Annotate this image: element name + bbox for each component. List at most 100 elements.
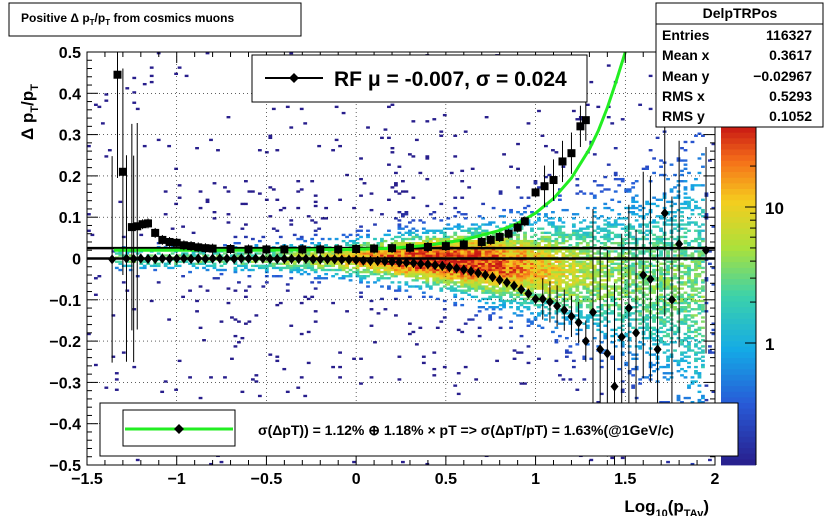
heatmap-cell (589, 80, 594, 84)
heatmap-cell (575, 264, 580, 268)
palette-band (721, 324, 756, 331)
heatmap-cell (306, 361, 311, 365)
heatmap-cell (558, 225, 562, 228)
heatmap-cell (460, 277, 465, 280)
heatmap-cell (460, 169, 465, 173)
heatmap-cell (495, 285, 499, 288)
heatmap-cell (683, 252, 688, 255)
mean-point (201, 253, 210, 264)
heatmap-cell (394, 297, 398, 301)
heatmap-cell (547, 254, 552, 257)
heatmap-cell (247, 268, 252, 272)
heatmap-cell (498, 192, 503, 195)
heatmap-cell (544, 289, 548, 292)
heatmap-cell (551, 268, 555, 272)
heatmap-cell (387, 277, 391, 280)
heatmap-cell (467, 285, 472, 288)
heatmap-cell (652, 353, 656, 356)
heatmap-cell (582, 287, 587, 290)
heatmap-cell (690, 287, 695, 290)
heatmap-cell (530, 254, 534, 257)
heatmap-cell (620, 328, 625, 332)
heatmap-cell (537, 277, 541, 280)
heatmap-cell (596, 289, 601, 292)
heatmap-cell (188, 376, 192, 379)
heatmap-cell (697, 262, 702, 265)
heatmap-cell (421, 291, 426, 294)
heatmap-cell (662, 351, 667, 354)
heatmap-cell (652, 202, 656, 206)
heatmap-cell (554, 279, 559, 282)
heatmap-cell (610, 287, 615, 290)
heatmap-cell (530, 241, 534, 245)
heatmap-cell (627, 291, 632, 294)
heatmap-cell (624, 217, 629, 220)
heatmap-cell (244, 262, 248, 265)
heatmap-cell (613, 262, 618, 265)
heatmap-cell (589, 275, 594, 278)
heatmap-cell (285, 289, 290, 292)
heatmap-cell (589, 303, 594, 307)
heatmap-cell (596, 293, 601, 296)
heatmap-cell (530, 262, 534, 265)
heatmap-cell (460, 262, 465, 265)
heatmap-cell (571, 109, 576, 113)
heatmap-cell (432, 275, 437, 278)
heatmap-cell (195, 266, 199, 270)
heatmap-cell (495, 295, 499, 299)
heatmap-cell (488, 297, 493, 301)
heatmap-cell (376, 264, 381, 268)
heatmap-cell (634, 262, 639, 265)
heatmap-cell (387, 252, 391, 255)
heatmap-cell (561, 241, 566, 245)
heatmap-cell (394, 190, 398, 193)
heatmap-cell (498, 264, 503, 268)
heatmap-cell (634, 367, 639, 371)
heatmap-cell (687, 318, 691, 321)
heatmap-cell (240, 262, 245, 265)
heatmap-cell (687, 293, 691, 296)
heatmap-cell (620, 275, 625, 278)
heatmap-cell (401, 254, 405, 257)
heatmap-cell (578, 227, 583, 230)
mean-point (237, 253, 246, 264)
heatmap-cell (87, 144, 91, 148)
heatmap-cell (617, 217, 622, 220)
heatmap-cell (585, 318, 590, 321)
heatmap-cell (453, 134, 458, 137)
heatmap-cell (687, 277, 691, 280)
heatmap-cell (484, 260, 489, 263)
heatmap-cell (613, 223, 618, 226)
heatmap-cell (341, 252, 346, 255)
heatmap-cell (578, 291, 583, 294)
heatmap-cell (589, 192, 594, 195)
heatmap-cell (652, 237, 656, 241)
heatmap-cell (359, 194, 363, 197)
heatmap-cell (523, 239, 527, 243)
heatmap-cell (327, 252, 332, 255)
heatmap-cell (606, 260, 611, 263)
heatmap-cell (603, 175, 608, 179)
heatmap-cell (167, 266, 172, 270)
heatmap-cell (596, 310, 601, 313)
heatmap-cell (631, 384, 636, 387)
heatmap-cell (694, 380, 698, 383)
heatmap-cell (87, 332, 91, 336)
heatmap-cell (338, 268, 342, 272)
heatmap-cell (268, 136, 273, 140)
heatmap-cell (352, 239, 356, 243)
heatmap-cell (278, 275, 283, 278)
heatmap-cell (491, 281, 496, 284)
heatmap-cell (128, 268, 133, 272)
heatmap-cell (666, 254, 670, 257)
heatmap-cell (575, 279, 580, 282)
heatmap-cell (90, 233, 95, 237)
heatmap-cell (582, 295, 587, 299)
heatmap-cell (652, 157, 656, 160)
heatmap-cell (453, 196, 458, 199)
heatmap-cell (603, 233, 608, 237)
heatmap-cell (544, 231, 548, 235)
heatmap-cell (383, 277, 388, 280)
heatmap-cell (620, 281, 625, 284)
heatmap-cell (470, 250, 475, 253)
